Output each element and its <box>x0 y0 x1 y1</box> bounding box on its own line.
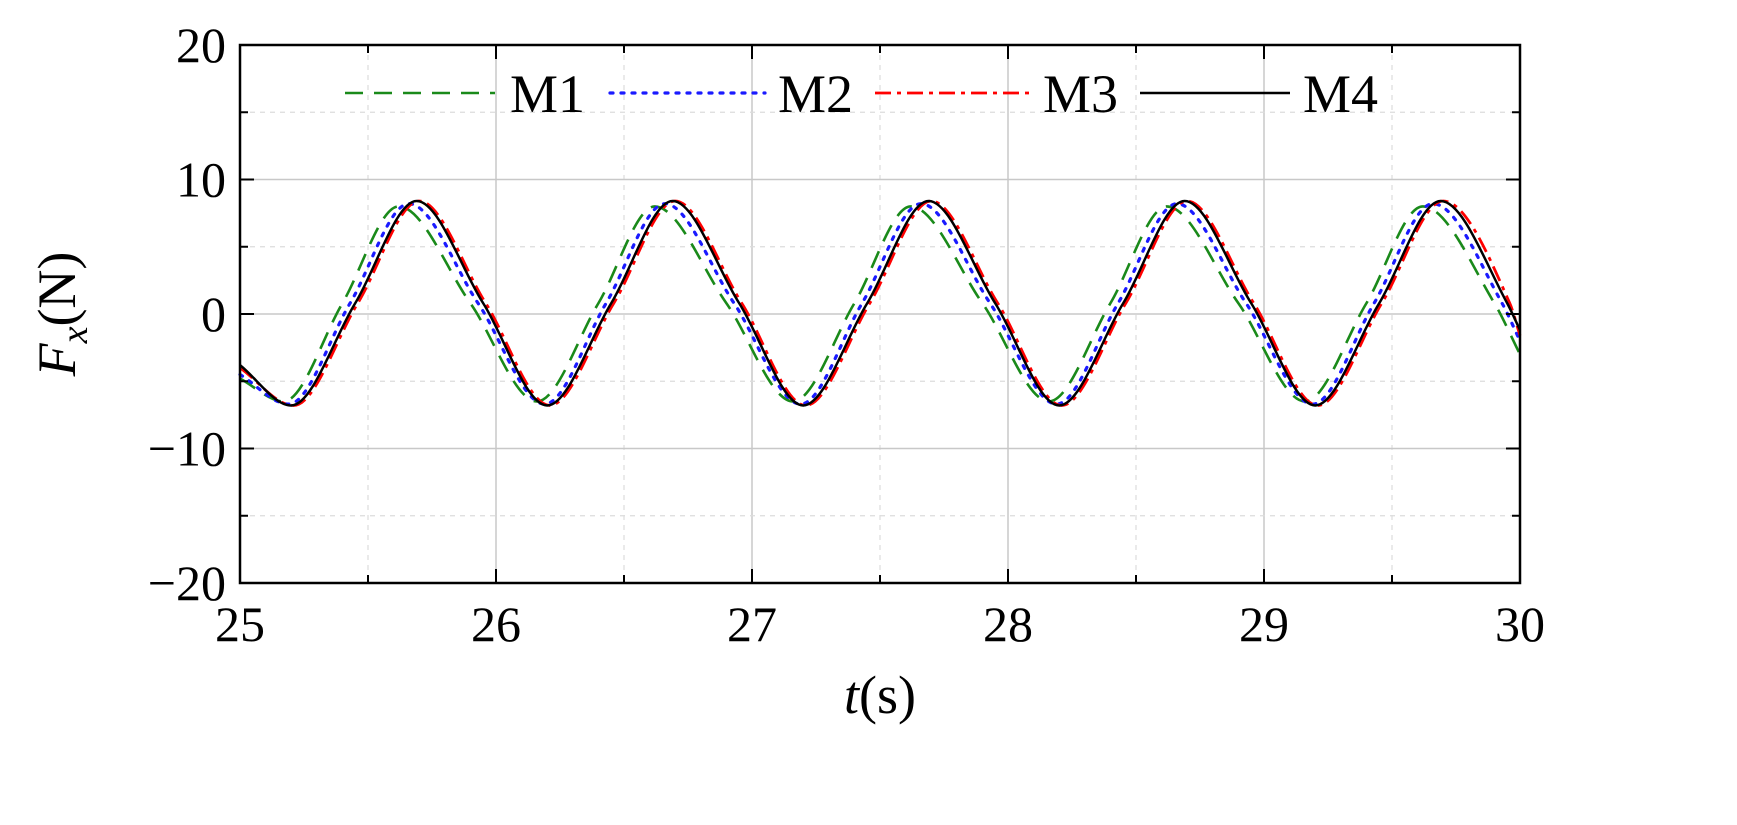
x-tick-label: 25 <box>215 596 265 652</box>
y-axis-label-main: F <box>27 342 87 377</box>
x-tick-label: 28 <box>983 596 1033 652</box>
x-tick-label: 29 <box>1239 596 1289 652</box>
x-tick-label: 27 <box>727 596 777 652</box>
y-axis-label-unit: (N) <box>27 252 87 327</box>
legend-label-m1: M1 <box>510 64 585 124</box>
ticks: 25 26 27 28 29 30 −20 −10 0 10 20 <box>148 17 1545 652</box>
grid <box>240 45 1520 583</box>
y-tick-label: −10 <box>148 421 226 477</box>
series-line-m2 <box>238 202 1522 406</box>
x-axis-label: t(s) <box>844 665 916 725</box>
series-line-m4 <box>239 199 1522 407</box>
legend-label-m2: M2 <box>778 64 853 124</box>
y-axis-label-sub: x <box>54 326 96 344</box>
series-line-m3 <box>239 199 1522 407</box>
y-tick-label: 10 <box>176 152 226 208</box>
y-tick-label: 0 <box>201 286 226 342</box>
legend-label-m3: M3 <box>1043 64 1118 124</box>
legend: M1 M2 M3 M4 <box>345 64 1378 124</box>
y-axis-label: Fx(N) <box>27 252 96 378</box>
y-tick-label: 20 <box>176 17 226 73</box>
x-axis-label-main: t <box>844 665 861 725</box>
x-tick-label: 30 <box>1495 596 1545 652</box>
series-layer <box>238 199 1522 407</box>
x-tick-label: 26 <box>471 596 521 652</box>
series-line-m1 <box>239 205 1522 403</box>
legend-label-m4: M4 <box>1303 64 1378 124</box>
y-axis-label-group: Fx(N) <box>27 252 96 378</box>
x-axis-label-unit: (s) <box>859 665 916 725</box>
y-tick-label: −20 <box>148 555 226 611</box>
